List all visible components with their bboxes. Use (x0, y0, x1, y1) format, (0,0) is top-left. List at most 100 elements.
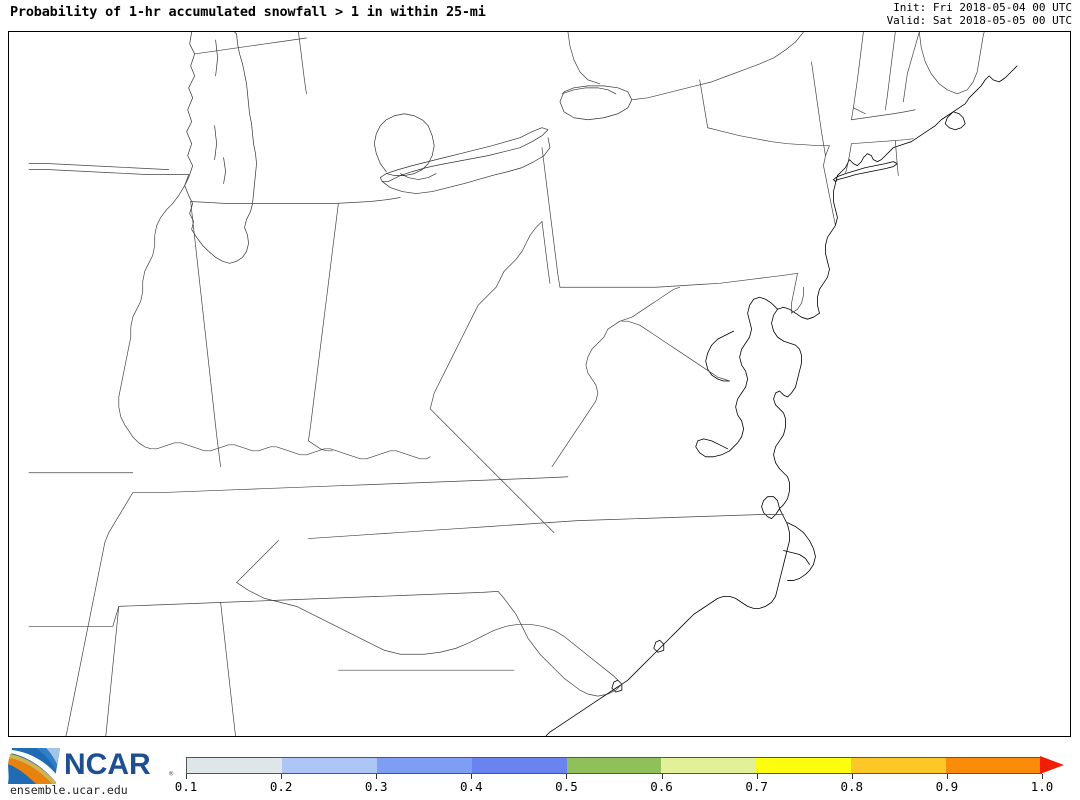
border-maine-nh (902, 32, 920, 103)
lake-ontario-outline (559, 85, 633, 121)
border-nc-sc (407, 623, 623, 685)
colorbar-tick (661, 774, 663, 779)
colorbar-tick-label: 0.2 (269, 779, 293, 794)
chesapeake-bay-west (729, 296, 778, 452)
outer-banks (787, 522, 816, 581)
delmarva-peninsula-tip (761, 496, 780, 520)
border-wv-va (551, 328, 609, 468)
colorbar-tick-label: 0.5 (555, 779, 578, 794)
atlantic-coast-new-england (837, 65, 1018, 176)
colorbar-tick (376, 774, 378, 779)
border-in-il (190, 201, 221, 468)
colorbar-tick (471, 774, 473, 779)
colorbar-band-0.6-0.7 (661, 758, 757, 773)
canada-border-northeast (631, 32, 804, 101)
colorbar-tick-label: 0.1 (174, 779, 198, 794)
delaware-bay (771, 306, 820, 388)
lake-michigan-interior-1 (215, 39, 218, 77)
border-wi-mi-lake (194, 37, 307, 55)
valid-time-label: Valid: Sat 2018-05-05 00 UTC (886, 14, 1072, 27)
footer-bar: NCAR ® ensemble.ucar.edu 0.1 0.2 0.3 0.4 0.5… (0, 738, 1080, 800)
colorbar-tick-label: 0.8 (840, 779, 864, 794)
colorbar-band-0.8-0.9 (851, 758, 947, 773)
colorbar-band-0.3-0.4 (376, 758, 472, 773)
james-river (695, 438, 731, 458)
colorbar-tick (756, 774, 758, 779)
border-md-de (791, 272, 798, 314)
colorbar-tick (946, 774, 948, 779)
border-wv-pa (541, 221, 551, 284)
border-ny-west (699, 79, 709, 129)
border-ny-vt-ma-corner (853, 107, 866, 115)
border-ar-la (28, 606, 120, 627)
border-va-nc (308, 514, 784, 539)
colorbar-band-0.9-1.0 (946, 758, 1042, 773)
colorbar-tick (851, 774, 853, 779)
border-wv-oh (429, 221, 543, 410)
maine-new-hampshire-canada (918, 32, 985, 95)
colorbar-band-0.2-0.3 (281, 758, 377, 773)
init-time-label: Init: Fri 2018-05-04 00 UTC (893, 1, 1072, 14)
border-pa-nj (823, 145, 836, 226)
border-ky-oh-indiana-river (308, 440, 333, 452)
border-ms-al (105, 606, 120, 736)
border-pa-md-south (559, 272, 798, 288)
ncar-url-label: ensemble.ucar.edu (10, 783, 128, 797)
colorbar-tick-label: 1.0 (1030, 779, 1054, 794)
colorbar-band-0.4-0.5 (471, 758, 567, 773)
border-ky-tn (132, 476, 569, 494)
colorbar-tick (281, 774, 283, 779)
colorbar-tick-label: 0.6 (650, 779, 673, 794)
border-ma-north (851, 109, 916, 121)
colorbar-extend-arrow-icon (1040, 756, 1064, 774)
colorbar-tick (566, 774, 568, 779)
border-sc-ga (497, 591, 623, 697)
border-ny-pa-south (707, 127, 830, 147)
colorbar-tick-label: 0.7 (745, 779, 768, 794)
potomac-river (705, 330, 735, 382)
colorbar-tick-label: 0.4 (460, 779, 483, 794)
savannah-river-mouth (611, 679, 623, 693)
border-pa-oh (541, 147, 561, 288)
coast-south-carolina-georgia (545, 613, 695, 736)
border-vt-ny (851, 32, 864, 121)
border-ny-pa-east (811, 61, 826, 156)
border-tn-nc (236, 582, 409, 655)
registered-trademark-icon: ® (169, 770, 174, 778)
border-va-md-potomac (621, 320, 730, 382)
border-ky-va-tn (236, 540, 279, 583)
coast-virginia-north-carolina (693, 508, 790, 615)
border-va-ky-wv-corner (429, 408, 555, 533)
border-ma-ct-ri (851, 138, 914, 145)
border-ct-ri (894, 140, 899, 176)
border-nh-vt (884, 32, 896, 111)
colorbar-bands (186, 757, 1042, 774)
coast-new-jersey (817, 175, 838, 314)
border-mi-in-oh-north (190, 197, 401, 204)
lake-huron-lake-ontario-link (373, 113, 429, 172)
colorbar-band-0.7-0.8 (756, 758, 852, 773)
charleston-harbor (653, 639, 665, 653)
colorbar: 0.1 0.2 0.3 0.4 0.5 0.6 0.7 0.8 0.9 1.0 (175, 756, 1070, 797)
ncar-logo-mark (8, 748, 60, 784)
lake-michigan (184, 32, 257, 264)
forecast-time-block: Init: Fri 2018-05-04 00 UTC Valid: Sat 2… (887, 1, 1072, 27)
colorbar-band-0.1-0.2 (187, 758, 282, 773)
page-title: Probability of 1-hr accumulated snowfall… (10, 4, 486, 20)
map-panel[interactable] (8, 31, 1071, 737)
border-mo-ia (28, 163, 170, 170)
border-de-pa-arc (791, 286, 804, 314)
lake-huron-sw (385, 125, 435, 176)
lake-saint-clair (399, 173, 437, 180)
mississippi-river-south (65, 492, 134, 736)
chesapeake-bay-east (773, 386, 796, 510)
border-ny-ct (845, 143, 852, 174)
border-il-ky-ohio-river (132, 436, 431, 460)
long-island (833, 161, 898, 182)
border-tn-ms-al-ga (118, 591, 499, 607)
ncar-logo[interactable]: NCAR ® ensemble.ucar.edu (6, 744, 174, 797)
border-oh-in (308, 203, 339, 442)
ncar-wordmark: NCAR (64, 748, 151, 781)
lake-michigan-interior-2 (214, 125, 217, 160)
lake-erie (379, 127, 549, 182)
